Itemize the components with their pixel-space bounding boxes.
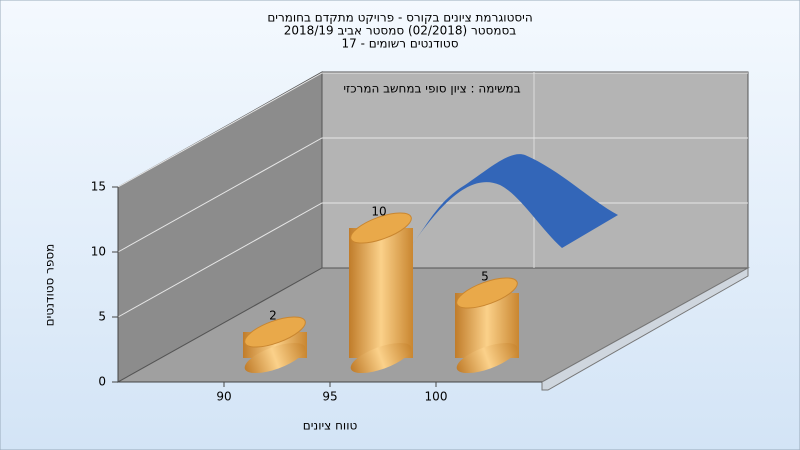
y-tick-label: 0 bbox=[98, 375, 106, 389]
annotation: במשימה : ציון סופי במחשב המרכזי bbox=[343, 82, 520, 96]
bar bbox=[455, 277, 519, 374]
bar-body bbox=[349, 228, 413, 358]
bar-group bbox=[243, 212, 519, 374]
y-tick-label: 15 bbox=[91, 180, 106, 194]
y-tick-label: 10 bbox=[91, 245, 106, 259]
grid-line bbox=[117, 202, 748, 318]
bar-top bbox=[350, 212, 412, 244]
x-tick-label: 95 bbox=[322, 390, 337, 404]
y-axis-label: מספר סטודנטים bbox=[43, 244, 57, 327]
bar-bottom bbox=[456, 342, 518, 374]
bar bbox=[243, 316, 307, 374]
data-label: 5 bbox=[481, 270, 489, 284]
bar-bottom bbox=[350, 342, 412, 374]
bar-top bbox=[244, 316, 306, 348]
title-line: סטודנטים רשומים - 17 bbox=[341, 37, 458, 51]
title-block: היסטוגרמת ציונים בקורס - פרויקט מתקדם בח… bbox=[267, 11, 532, 51]
bar-bottom bbox=[244, 342, 306, 374]
x-tick-label: 100 bbox=[425, 390, 448, 404]
floor-edge bbox=[541, 267, 749, 391]
grid-line bbox=[117, 72, 748, 188]
grid-group bbox=[117, 72, 748, 318]
bar bbox=[349, 212, 413, 374]
grid-line bbox=[117, 137, 748, 253]
x-tick-label: 90 bbox=[216, 390, 231, 404]
fit-curve bbox=[412, 154, 618, 248]
data-label: 2 bbox=[269, 309, 277, 323]
data-label: 10 bbox=[371, 205, 386, 219]
bar-top bbox=[456, 277, 518, 309]
x-axis-label: טווח ציונים bbox=[303, 419, 358, 433]
title-line: בסמסטר (02/2018) סמסטר אביב 2018/19 bbox=[284, 24, 516, 38]
title-line: היסטוגרמת ציונים בקורס - פרויקט מתקדם בח… bbox=[267, 11, 532, 25]
bar-body bbox=[455, 293, 519, 358]
y-tick-label: 5 bbox=[98, 310, 106, 324]
